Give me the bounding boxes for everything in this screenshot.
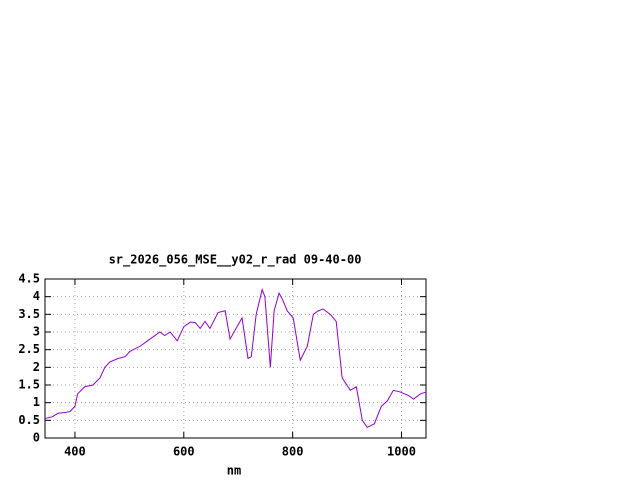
x-tick-label: 800 [282,445,304,459]
y-tick-label: 1 [33,395,40,409]
x-axis-label: nm [227,464,241,478]
y-tick-label: 4 [33,289,40,303]
y-tick-label: 2.5 [18,342,40,356]
y-tick-label: 1.5 [18,378,40,392]
chart-title: sr_2026_056_MSE__y02_r_rad 09-40-00 [109,253,362,268]
x-tick-label: 600 [173,445,195,459]
y-tick-label: 4.5 [18,272,40,286]
y-tick-label: 0 [33,431,40,445]
y-tick-label: 0.5 [18,413,40,427]
plot-frame [44,278,427,439]
x-tick-label: 400 [64,445,86,459]
y-tick-label: 3.5 [18,307,40,321]
data-line [44,287,427,429]
y-tick-label: 2 [33,360,40,374]
x-tick-label: 1000 [387,445,416,459]
y-tick-label: 3 [33,325,40,339]
